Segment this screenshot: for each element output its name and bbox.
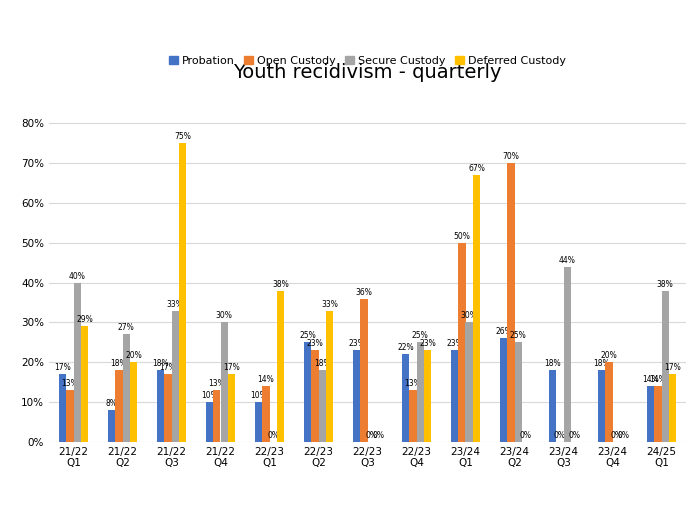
Bar <box>122 334 130 442</box>
Text: 0%: 0% <box>267 431 279 440</box>
Text: 18%: 18% <box>544 359 561 368</box>
Text: 25%: 25% <box>510 331 526 340</box>
Text: 25%: 25% <box>412 331 428 340</box>
Bar <box>409 390 416 442</box>
Text: 20%: 20% <box>601 352 617 360</box>
Bar <box>402 355 409 442</box>
Text: 0%: 0% <box>554 431 566 440</box>
Bar <box>458 243 466 442</box>
Bar <box>598 370 606 442</box>
Text: 38%: 38% <box>272 279 289 289</box>
Text: 0%: 0% <box>519 431 531 440</box>
Bar <box>130 362 137 442</box>
Text: 40%: 40% <box>69 272 85 280</box>
Bar <box>255 402 262 442</box>
Bar <box>179 143 186 442</box>
Bar <box>326 310 333 442</box>
Bar <box>654 386 661 442</box>
Text: 17%: 17% <box>160 363 176 372</box>
Bar <box>318 370 326 442</box>
Text: 67%: 67% <box>468 164 485 173</box>
Text: 10%: 10% <box>201 391 218 400</box>
Bar <box>74 282 80 442</box>
Bar <box>228 374 235 442</box>
Text: 36%: 36% <box>356 288 372 297</box>
Text: 30%: 30% <box>461 311 477 321</box>
Bar <box>662 291 669 442</box>
Text: 20%: 20% <box>125 352 142 360</box>
Bar <box>606 362 612 442</box>
Bar <box>353 351 360 442</box>
Text: 0%: 0% <box>610 431 622 440</box>
Text: 8%: 8% <box>106 399 118 408</box>
Text: 38%: 38% <box>657 279 673 289</box>
Text: 44%: 44% <box>559 256 575 265</box>
Bar <box>466 323 472 442</box>
Text: 13%: 13% <box>209 379 225 388</box>
Text: 10%: 10% <box>250 391 267 400</box>
Text: 0%: 0% <box>568 431 580 440</box>
Bar <box>549 370 557 442</box>
Bar <box>514 342 522 442</box>
Bar <box>276 291 284 442</box>
Text: 0%: 0% <box>372 431 384 440</box>
Text: 27%: 27% <box>118 324 134 332</box>
Text: 18%: 18% <box>111 359 127 368</box>
Bar <box>500 338 507 442</box>
Text: 75%: 75% <box>174 132 191 141</box>
Bar <box>473 175 480 442</box>
Text: 23%: 23% <box>348 339 365 348</box>
Text: 30%: 30% <box>216 311 232 321</box>
Text: 13%: 13% <box>62 379 78 388</box>
Text: 33%: 33% <box>167 300 183 308</box>
Bar <box>564 267 571 442</box>
Text: 23%: 23% <box>307 339 323 348</box>
Text: 70%: 70% <box>503 152 519 161</box>
Text: 29%: 29% <box>76 315 93 325</box>
Legend: Probation, Open Custody, Secure Custody, Deferred Custody: Probation, Open Custody, Secure Custody,… <box>164 51 570 70</box>
Bar <box>157 370 164 442</box>
Bar <box>304 342 312 442</box>
Text: 17%: 17% <box>664 363 681 372</box>
Bar <box>647 386 655 442</box>
Bar <box>108 410 115 442</box>
Text: 0%: 0% <box>617 431 629 440</box>
Bar <box>424 351 431 442</box>
Bar <box>206 402 213 442</box>
Bar <box>311 351 318 442</box>
Text: 25%: 25% <box>299 331 316 340</box>
Bar <box>669 374 676 442</box>
Bar <box>59 374 66 442</box>
Text: 14%: 14% <box>650 375 666 384</box>
Bar <box>115 370 122 442</box>
Bar <box>164 374 172 442</box>
Bar <box>416 342 424 442</box>
Text: 17%: 17% <box>54 363 71 372</box>
Bar <box>360 299 368 442</box>
Text: 23%: 23% <box>419 339 436 348</box>
Text: 18%: 18% <box>593 359 610 368</box>
Text: 17%: 17% <box>223 363 240 372</box>
Bar <box>508 163 514 442</box>
Text: 18%: 18% <box>152 359 169 368</box>
Bar <box>213 390 220 442</box>
Text: 26%: 26% <box>495 327 512 336</box>
Bar <box>220 323 228 442</box>
Bar <box>451 351 458 442</box>
Text: 50%: 50% <box>454 232 470 241</box>
Bar <box>172 310 179 442</box>
Bar <box>80 327 88 442</box>
Text: 33%: 33% <box>321 300 338 308</box>
Text: 14%: 14% <box>642 375 659 384</box>
Text: 23%: 23% <box>446 339 463 348</box>
Text: 0%: 0% <box>365 431 377 440</box>
Bar <box>66 390 74 442</box>
Text: 22%: 22% <box>397 343 414 353</box>
Text: 14%: 14% <box>258 375 274 384</box>
Text: 13%: 13% <box>405 379 421 388</box>
Bar <box>262 386 270 442</box>
Text: 18%: 18% <box>314 359 330 368</box>
Title: Youth recidivism - quarterly: Youth recidivism - quarterly <box>233 62 502 82</box>
